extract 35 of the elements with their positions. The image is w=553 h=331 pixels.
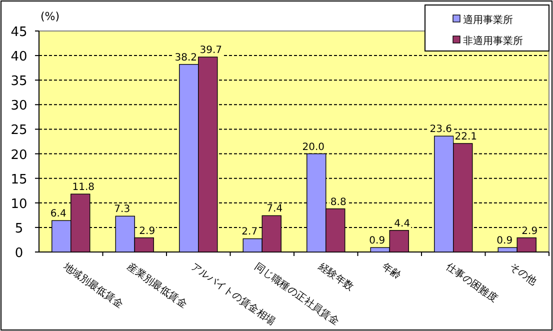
legend-label: 非適用事業所 [463, 35, 523, 47]
data-label: 22.1 [454, 131, 478, 142]
x-tick-label: 産業別最低賃金 [124, 260, 190, 311]
data-label: 2.9 [522, 226, 538, 237]
y-tick-label: 20 [10, 148, 28, 163]
data-label: 7.3 [114, 204, 130, 216]
data-label: 0.9 [496, 236, 513, 247]
x-tick-label: 地域別最低賃金 [60, 260, 126, 311]
y-tick-label: 40 [10, 50, 28, 65]
data-label: 20.0 [302, 142, 325, 153]
data-label: 7.4 [266, 204, 283, 215]
y-tick-label: 10 [10, 196, 28, 212]
data-label: 2.7 [242, 226, 258, 238]
data-label: 2.9 [139, 226, 156, 237]
y-tick-label: 0 [14, 246, 24, 261]
x-tick-label: その他 [507, 260, 539, 288]
data-label: 8.8 [330, 196, 346, 208]
y-tick-label: 5 [14, 221, 24, 236]
legend-label: 適用事業所 [463, 14, 513, 26]
data-label: 4.4 [394, 218, 410, 230]
x-tick-label: 年齢 [380, 260, 404, 282]
data-label: 6.4 [50, 208, 66, 220]
y-tick-label: 30 [10, 98, 28, 114]
x-tick-label: 仕事の困難度 [444, 260, 500, 305]
y-tick-label: 35 [10, 74, 28, 90]
x-tick-label: 経験年数 [315, 260, 356, 294]
y-tick-label: 15 [10, 172, 28, 188]
y-tick-label: 45 [10, 25, 28, 40]
y-axis-title: (%) [40, 10, 60, 23]
data-label: 11.8 [72, 182, 95, 194]
y-tick-label: 25 [10, 123, 28, 138]
data-label: 38.2 [174, 52, 198, 64]
data-label: 39.7 [200, 45, 222, 56]
data-label: 23.6 [430, 124, 452, 136]
data-label: 0.9 [369, 236, 386, 247]
